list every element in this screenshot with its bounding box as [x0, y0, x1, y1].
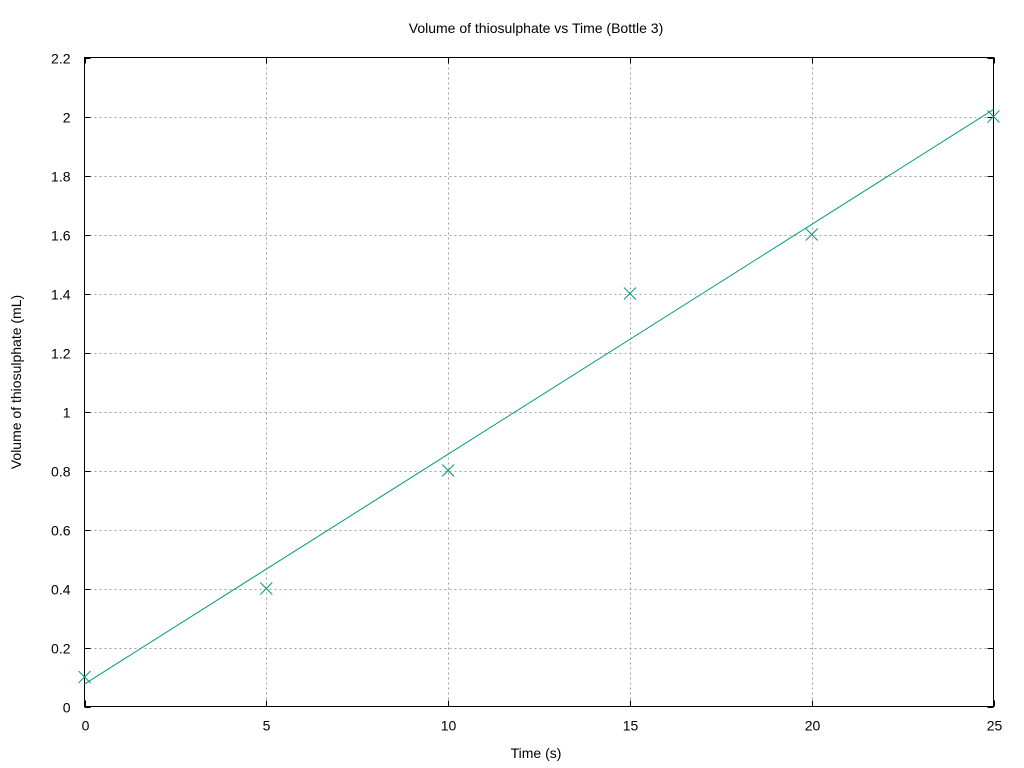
data-point	[259, 582, 273, 595]
y-tick-label: 0	[63, 700, 71, 716]
x-tick-label: 10	[441, 718, 457, 734]
x-tick-label: 5	[263, 718, 271, 734]
chart-title: Volume of thiosulphate vs Time (Bottle 3…	[409, 20, 663, 36]
y-tick-label: 1.4	[51, 287, 71, 303]
y-tick-label: 2	[63, 110, 71, 126]
y-tick-label: 1.6	[51, 228, 71, 244]
point-marker-stroke	[78, 670, 91, 684]
grid-lines	[84, 57, 994, 707]
y-tick-label: 0.8	[51, 464, 71, 480]
y-tick-label: 1.8	[51, 169, 71, 185]
y-tick-label: 1.2	[51, 346, 71, 362]
point-marker-stroke	[805, 228, 819, 241]
y-tick-label: 0.6	[51, 523, 71, 539]
y-tick-label: 1	[63, 405, 71, 421]
y-axis-title: Volume of thiosulphate (mL)	[8, 295, 24, 469]
data-point	[441, 464, 455, 477]
x-tick-label: 0	[82, 718, 90, 734]
x-axis-title: Time (s)	[511, 745, 562, 761]
y-tick-label: 0.4	[51, 582, 71, 598]
x-tick-label: 15	[623, 718, 639, 734]
data-point	[623, 287, 637, 300]
x-tick-label: 20	[805, 718, 821, 734]
y-tick-label: 2.2	[51, 51, 71, 67]
point-marker-stroke	[259, 582, 273, 595]
axis-ticks	[84, 57, 995, 708]
x-tick-label: 25	[987, 718, 1003, 734]
y-tick-labels: 0 0.2 0.4 0.6 0.8 1 1.2 1.4 1.6 1.8 2 2.2	[51, 51, 71, 716]
point-marker-stroke	[441, 464, 455, 477]
plot-area-frame	[84, 57, 994, 707]
point-marker-stroke	[987, 110, 1000, 123]
point-marker-stroke	[623, 287, 637, 300]
fit-line	[84, 109, 994, 685]
data-series	[78, 109, 1000, 685]
y-tick-label: 0.2	[51, 641, 71, 657]
x-tick-labels: 0 5 10 15 20 25	[82, 718, 1003, 734]
data-point	[805, 228, 819, 241]
